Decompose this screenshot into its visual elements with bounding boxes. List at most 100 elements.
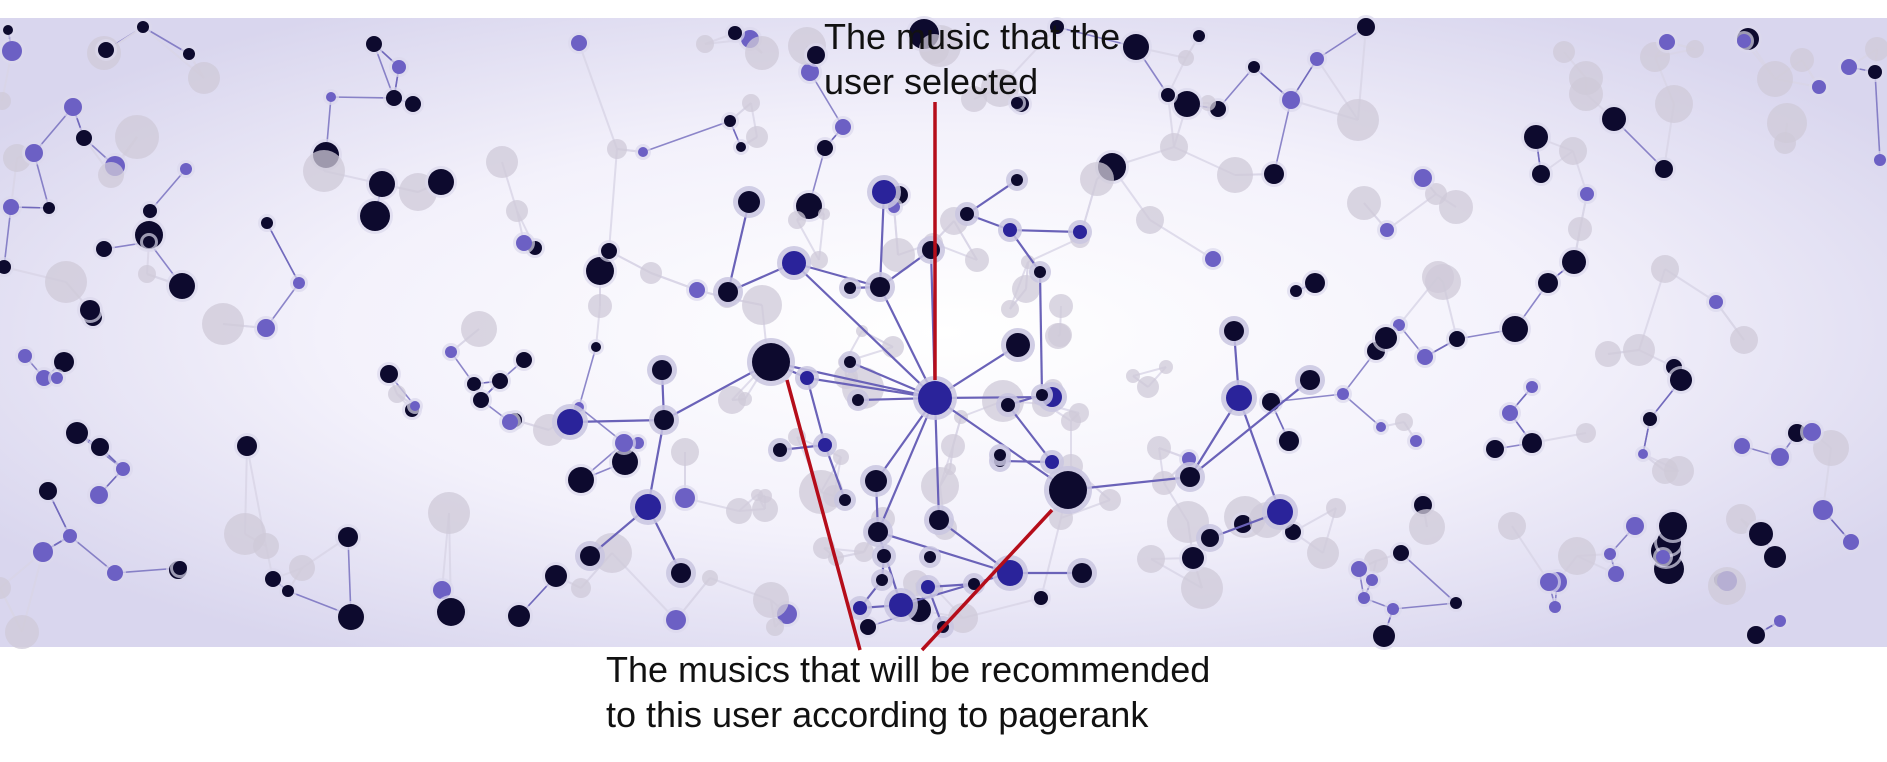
background-node [1347,186,1381,220]
music-node [25,144,43,162]
music-node [1285,524,1301,540]
music-node [782,251,806,275]
background-node [461,311,497,347]
background-node [1147,436,1171,460]
music-node [1358,592,1370,604]
music-node [237,436,257,456]
music-node [1011,97,1023,109]
music-node [571,35,587,51]
background-node [1136,206,1164,234]
music-node [1351,561,1367,577]
selected-annotation-line-1: The music that the [824,16,1121,57]
music-node [63,529,77,543]
music-node [586,257,614,285]
background-node [1048,323,1072,347]
background-node [1126,369,1140,383]
network-edge [877,530,1011,575]
background-node [1099,489,1121,511]
music-node [1643,412,1657,426]
background-node [961,86,987,112]
background-node [506,200,528,222]
music-node [0,260,11,274]
music-node [428,169,454,195]
music-node [929,510,949,530]
network-edge [900,571,1011,607]
music-node [405,96,421,112]
music-node [852,394,864,406]
recommended-annotation-line-2: to this user according to pagerank [606,694,1149,736]
music-node [66,422,88,444]
background-node [0,577,11,599]
music-node [1580,187,1594,201]
background-node [289,555,315,581]
background-node [948,603,978,633]
music-node [1174,91,1200,117]
music-node [1380,223,1394,237]
music-node [545,565,567,587]
background-node [745,36,779,70]
music-node [1764,546,1786,568]
background-node [1080,162,1114,196]
music-node [1709,295,1723,309]
music-node [960,207,974,221]
music-node [54,352,74,372]
music-node [1526,381,1538,393]
selected-music-annotation: The music that the user selected [824,14,1120,105]
music-node [282,585,294,597]
background-node [1790,48,1814,72]
music-node [137,21,149,33]
background-node [696,35,714,53]
music-node [1357,18,1375,36]
background-node [1553,41,1575,63]
background-node [746,126,768,148]
background-node [1757,61,1793,97]
music-node [338,604,364,630]
background-node [1422,261,1454,293]
music-node [1279,431,1299,451]
background-node [1137,545,1165,573]
music-node [293,277,305,289]
background-node [1568,217,1592,241]
background-node [202,303,244,345]
music-node [261,217,273,229]
music-node [1305,273,1325,293]
background-node [854,542,874,562]
background-node [588,294,612,318]
music-node [844,356,856,368]
music-node [39,482,57,500]
background-nodes [0,15,1887,650]
music-node [98,42,114,58]
music-node [265,571,281,587]
music-node [143,236,155,248]
music-node [433,581,451,599]
music-node [1034,591,1048,605]
music-node [1450,597,1462,609]
music-node [1290,285,1302,297]
music-node [360,201,390,231]
music-node [1417,349,1433,365]
music-node [724,115,736,127]
background-node [1498,512,1526,540]
background-node [752,496,778,522]
music-node [652,360,672,380]
music-node [817,140,833,156]
background-node [1664,456,1694,486]
music-node [3,25,13,35]
music-node [924,551,936,563]
background-node [702,570,718,586]
background-node [881,238,915,272]
music-node [1006,333,1030,357]
music-node [872,180,896,204]
music-node [844,282,856,294]
background-node [1569,77,1603,111]
music-node [1003,223,1017,237]
music-node [801,63,819,81]
music-node [922,241,940,259]
music-node [807,46,825,64]
music-node [615,434,633,452]
network-edge [770,360,936,400]
music-node [410,401,420,411]
music-node [870,277,890,297]
music-node [90,486,108,504]
background-node [965,248,989,272]
